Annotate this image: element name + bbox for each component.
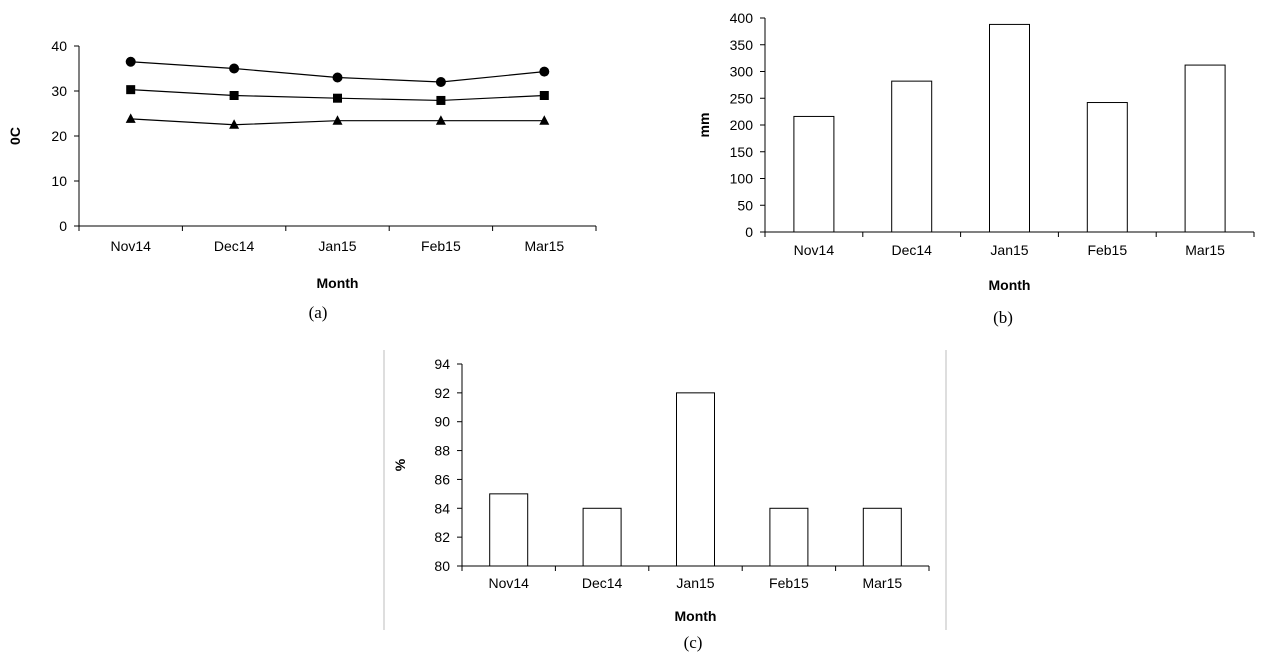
y-tick-label: 30 <box>51 83 67 99</box>
panel-caption: (b) <box>993 308 1013 327</box>
x-axis-title: Month <box>317 275 359 291</box>
circle-marker <box>229 63 240 74</box>
x-tick-label: Jan15 <box>676 575 714 591</box>
y-axis-title: 0C <box>7 127 23 145</box>
triangle-marker <box>332 115 343 125</box>
x-tick-label: Feb15 <box>421 238 461 254</box>
x-tick-label: Feb15 <box>769 575 809 591</box>
square-marker <box>436 95 446 105</box>
y-tick-label: 84 <box>434 500 450 516</box>
y-tick-label: 150 <box>730 144 754 160</box>
x-tick-label: Mar15 <box>862 575 902 591</box>
y-tick-label: 300 <box>730 64 754 80</box>
bar <box>862 507 902 567</box>
y-tick-label: 250 <box>730 90 754 106</box>
x-tick-label: Jan15 <box>318 238 356 254</box>
square-marker <box>333 93 342 103</box>
y-tick-label: 200 <box>730 117 754 133</box>
y-tick-label: 80 <box>434 558 450 574</box>
y-tick-label: 92 <box>434 385 450 401</box>
x-tick-label: Jan15 <box>990 242 1028 258</box>
y-tick-label: 0 <box>59 218 67 234</box>
x-tick-label: Nov14 <box>488 575 529 591</box>
triangle-marker <box>539 115 550 125</box>
x-tick-label: Mar15 <box>1185 242 1225 258</box>
panel-caption: (c) <box>684 633 703 652</box>
bar <box>582 507 622 567</box>
x-tick-label: Dec14 <box>891 242 932 258</box>
bar <box>769 507 809 567</box>
square-marker <box>126 85 136 95</box>
x-tick-label: Mar15 <box>524 238 564 254</box>
bar <box>676 392 715 567</box>
triangle-marker <box>229 119 240 129</box>
y-tick-label: 86 <box>434 471 450 487</box>
circle-marker <box>125 56 136 67</box>
y-tick-label: 400 <box>730 10 754 26</box>
x-tick-label: Nov14 <box>110 238 151 254</box>
panel-a-temperature-line-chart: 0 10 20 30 40 Nov14 Dec14 Jan15 Feb15 Mar15 Month 0… <box>7 38 597 322</box>
x-tick-label: Dec14 <box>582 575 623 591</box>
square-marker <box>539 91 549 100</box>
triangle-marker <box>435 115 446 125</box>
y-tick-label: 50 <box>737 197 753 213</box>
panel-c-humidity-bar-chart: 80 82 84 86 88 90 92 94 Nov14 Dec14 Jan15 Feb15 Mar1… <box>383 350 947 652</box>
x-axis-title: Month <box>989 277 1031 293</box>
bar <box>1184 64 1226 233</box>
square-marker <box>229 91 239 100</box>
y-tick-label: 82 <box>434 529 450 545</box>
y-axis-title: % <box>392 458 408 471</box>
panel-caption: (a) <box>309 303 328 322</box>
x-tick-label: Feb15 <box>1087 242 1127 258</box>
y-tick-label: 0 <box>745 224 753 240</box>
y-tick-label: 88 <box>434 443 450 459</box>
triangle-marker <box>125 113 136 123</box>
y-tick-label: 40 <box>51 38 67 54</box>
bar <box>793 115 835 233</box>
y-tick-label: 350 <box>730 37 754 53</box>
circle-marker <box>539 66 550 77</box>
y-tick-label: 94 <box>434 356 450 372</box>
bar <box>489 493 529 567</box>
bar <box>891 80 933 233</box>
circle-marker <box>332 72 343 83</box>
x-tick-label: Dec14 <box>214 238 255 254</box>
x-tick-label: Nov14 <box>794 242 835 258</box>
bar <box>989 23 1030 233</box>
y-tick-label: 90 <box>434 414 450 430</box>
y-tick-label: 20 <box>51 128 67 144</box>
x-axis-title: Month <box>675 608 717 624</box>
y-tick-label: 100 <box>730 171 754 187</box>
panel-b-rainfall-bar-chart: 0 50 100 150 200 250 300 350 400 Nov14 Dec14 Jan15 F… <box>696 10 1255 327</box>
bar <box>1086 102 1128 233</box>
circle-marker <box>435 77 446 87</box>
y-tick-label: 10 <box>51 173 67 189</box>
y-axis-title: mm <box>696 113 712 138</box>
